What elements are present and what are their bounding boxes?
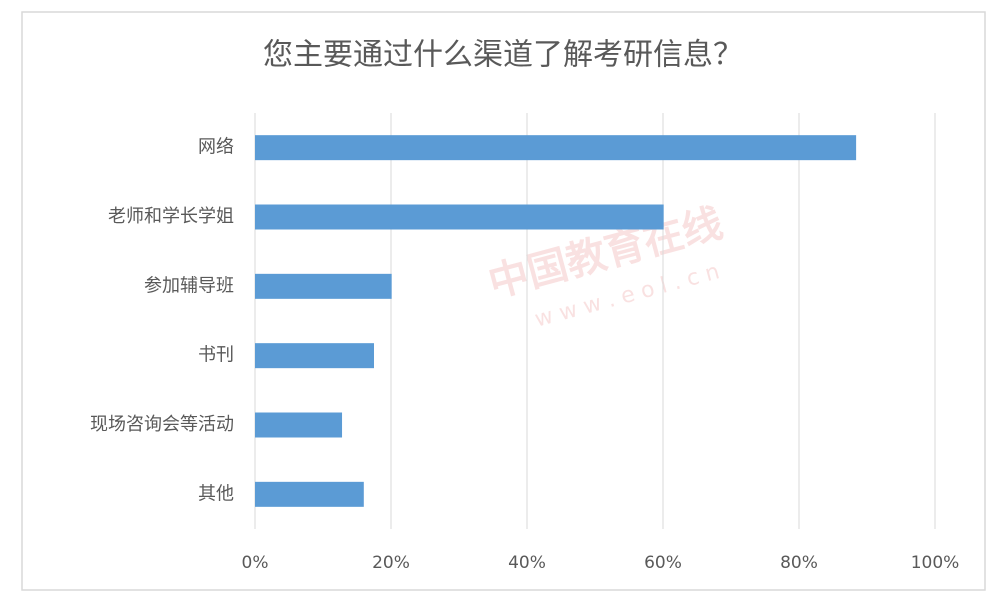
bar	[255, 273, 392, 299]
bar	[255, 412, 343, 438]
y-tick-label: 现场咨询会等活动	[90, 414, 234, 435]
y-tick-label: 老师和学长学姐	[108, 206, 234, 227]
chart-frame	[21, 11, 986, 591]
x-tick-label: 100%	[911, 553, 960, 573]
x-tick-label: 40%	[508, 553, 546, 573]
x-tick-label: 0%	[242, 553, 269, 573]
bar	[255, 343, 374, 369]
y-tick-label: 网络	[198, 137, 234, 158]
y-tick-label: 其他	[198, 483, 234, 504]
x-tick-label: 60%	[644, 553, 682, 573]
bar	[255, 204, 664, 230]
x-tick-label: 80%	[780, 553, 818, 573]
x-tick-label: 20%	[372, 553, 410, 573]
bar	[255, 135, 857, 161]
y-tick-label: 书刊	[198, 345, 234, 366]
bar	[255, 481, 364, 507]
chart-title: 您主要通过什么渠道了解考研信息？	[263, 38, 743, 73]
y-tick-label: 参加辅导班	[144, 275, 234, 296]
